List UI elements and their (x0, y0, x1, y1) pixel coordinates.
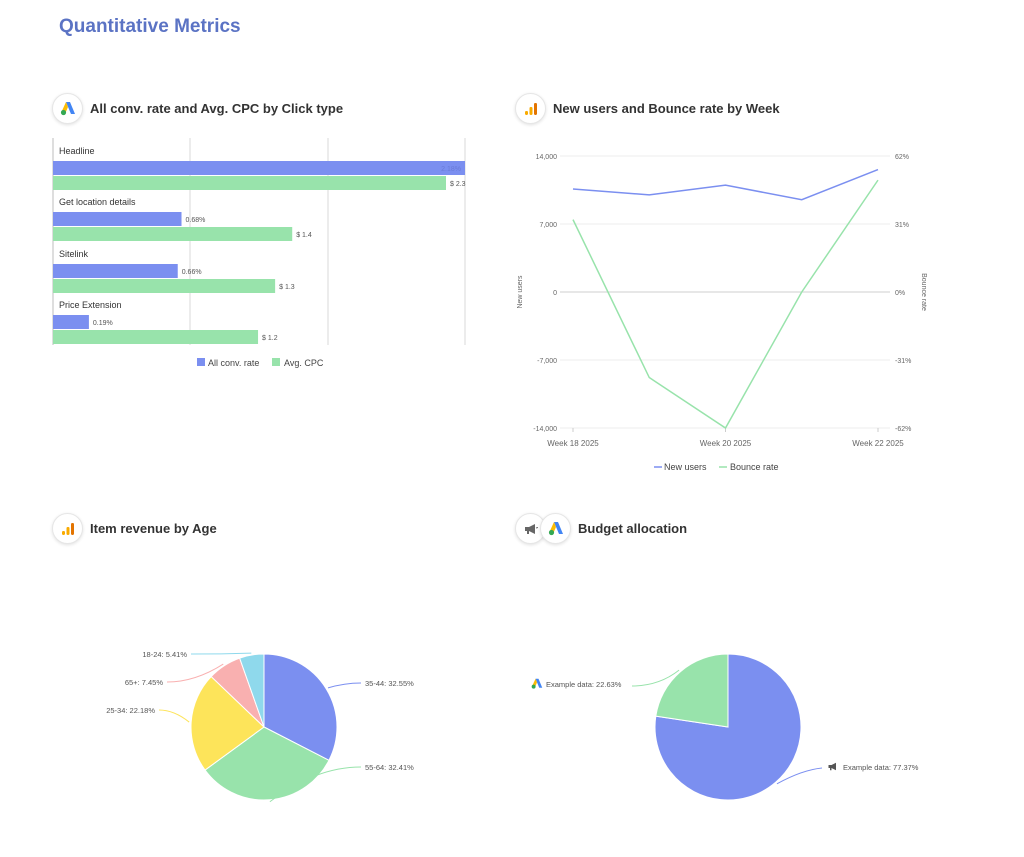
pie-slice-label: Example data: 22.63% (546, 680, 622, 689)
panel-title: Item revenue by Age (90, 521, 217, 536)
category-label: Price Extension (59, 300, 122, 310)
line-series-bounce-rate (572, 179, 879, 430)
google-ads-icon (52, 93, 83, 124)
pie-slice-label: 55-64: 32.41% (365, 763, 414, 772)
analytics-icon (52, 513, 83, 544)
bar-avg-cpc (53, 330, 259, 344)
y-tick-label: -14,000 (533, 426, 557, 433)
leader-line (166, 663, 224, 683)
panel-header-conv-rate: All conv. rate and Avg. CPC by Click typ… (52, 93, 343, 124)
legend-swatch (197, 358, 205, 366)
bar-value-label: $ 1.2 (262, 335, 278, 342)
bar-all-conv-rate (53, 264, 178, 278)
pie-slice (190, 675, 265, 771)
page-title: Quantitative Metrics (59, 16, 241, 37)
y-tick-label: 0 (553, 290, 557, 297)
bar-avg-cpc (53, 176, 446, 190)
bar-all-conv-rate (53, 315, 89, 329)
category-label: Get location details (59, 197, 136, 207)
y2-tick-label: 31% (895, 222, 909, 229)
y-tick-label: 7,000 (539, 222, 557, 229)
panel-title: All conv. rate and Avg. CPC by Click typ… (90, 101, 344, 116)
y2-tick-label: -62% (895, 426, 911, 433)
pie-slice (655, 653, 729, 728)
panel-header-item-revenue: Item revenue by Age (52, 513, 217, 544)
line-series-new-users (572, 168, 879, 201)
pie-slice-label: 35-44: 32.55% (365, 679, 414, 688)
google-ads-icon (531, 678, 543, 689)
y2-axis-label: Bounce rate (920, 273, 927, 311)
bar-value-label: 2.18% (441, 166, 461, 173)
panel-title: New users and Bounce rate by Week (553, 101, 780, 116)
y2-tick-label: -31% (895, 358, 911, 365)
bar-value-label: $ 1.3 (279, 284, 295, 291)
leader-line (631, 669, 680, 687)
bar-avg-cpc (53, 279, 276, 293)
x-tick-label: Week 20 2025 (700, 439, 752, 448)
x-tick-label: Week 18 2025 (547, 439, 599, 448)
megaphone-icon (828, 762, 836, 771)
bar-value-label: 0.19% (93, 320, 113, 327)
bar-value-label: 0.66% (182, 269, 202, 276)
bar-value-label: 0.68% (186, 217, 206, 224)
bar-value-label: $ 1.4 (296, 232, 312, 239)
panel-title: Budget allocation (578, 521, 688, 536)
panel-header-budget: Budget allocation (515, 513, 687, 544)
pie-slice-label: 18-24: 5.41% (142, 650, 187, 659)
pie-slice (263, 653, 338, 762)
pie-slice (239, 653, 265, 728)
google-ads-icon (540, 513, 571, 544)
x-tick-label: Week 22 2025 (852, 439, 904, 448)
legend-label: New users (664, 462, 707, 472)
panel-header-new-users: New users and Bounce rate by Week (515, 93, 780, 124)
leader-line (158, 709, 190, 723)
y-tick-label: 14,000 (536, 154, 558, 161)
y2-tick-label: 0% (895, 290, 905, 297)
category-label: Headline (59, 146, 95, 156)
y-tick-label: -7,000 (537, 358, 557, 365)
leader-line (776, 767, 823, 785)
legend-label: Avg. CPC (284, 358, 324, 368)
analytics-icon (515, 93, 546, 124)
leader-line (269, 766, 362, 803)
bar-all-conv-rate (53, 212, 182, 226)
leader-line (190, 652, 252, 655)
y-axis-label: New users (517, 275, 524, 309)
pie-slice (204, 726, 330, 801)
y2-tick-label: 62% (895, 154, 909, 161)
bar-value-label: $ 2.3 (450, 181, 466, 188)
pie-slice-label: Example data: 77.37% (843, 763, 919, 772)
pie-slice-label: 65+: 7.45% (125, 678, 163, 687)
bar-avg-cpc (53, 227, 293, 241)
legend-swatch (272, 358, 280, 366)
pie-slice-label: 25-34: 22.18% (106, 706, 155, 715)
legend-label: Bounce rate (730, 462, 779, 472)
legend-label: All conv. rate (208, 358, 259, 368)
bar-all-conv-rate (53, 161, 465, 175)
leader-line (327, 682, 362, 689)
category-label: Sitelink (59, 249, 89, 259)
